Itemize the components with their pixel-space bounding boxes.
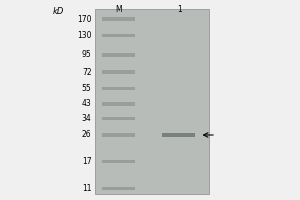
Text: kD: kD [53,7,64,16]
Bar [102,160,135,163]
Bar [102,117,135,120]
Text: 34: 34 [82,114,92,123]
Text: 11: 11 [82,184,92,193]
Bar [102,17,135,21]
Text: 17: 17 [82,157,92,166]
Text: 26: 26 [82,130,92,139]
Bar [102,187,135,190]
Text: 72: 72 [82,68,92,77]
Text: M: M [115,5,122,14]
Text: 1: 1 [178,5,182,14]
Bar [94,9,208,194]
Bar [102,102,135,106]
Bar [102,87,135,90]
Bar [102,34,135,37]
Text: 95: 95 [82,50,92,59]
Text: 55: 55 [82,84,92,93]
Text: 130: 130 [77,31,92,40]
Text: 170: 170 [77,15,92,24]
Bar [102,70,135,74]
Text: 43: 43 [82,99,92,108]
Bar [102,133,135,137]
Bar [162,133,195,137]
Bar [102,53,135,57]
